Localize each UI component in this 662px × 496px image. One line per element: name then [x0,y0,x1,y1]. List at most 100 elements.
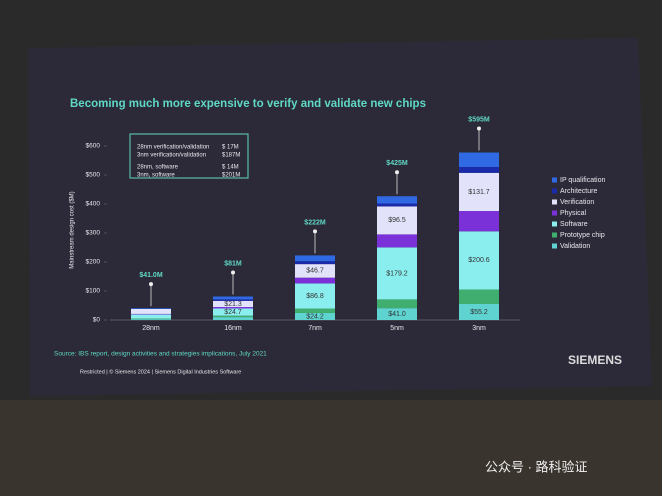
bar-segment [213,315,253,318]
bar-segment [295,312,335,320]
legend-swatch [552,188,557,194]
total-label: $81M [224,260,242,267]
bar-segment [295,283,335,309]
bar-segment [213,317,253,320]
legend-label: Prototype chip [560,232,605,239]
total-pin-head [231,270,235,275]
legend-label: IP qualification [560,177,606,184]
legend-label: Verification [560,199,594,206]
bar-segment [295,261,335,265]
inset-value: $187M [222,153,240,159]
total-pin-head [149,282,153,287]
inset-label: 3nm verification/validation [137,153,206,159]
x-tick-label: 7nm [308,325,322,332]
watermark: 公众号 · 路科验证 [485,459,588,474]
bar-segment [213,307,253,309]
bar-segment [131,308,171,309]
inset-label: 28nm, software [137,165,179,171]
y-tick-label: $300 [86,230,101,237]
total-label: $222M [304,219,326,226]
bar-segment [377,234,417,248]
legend-label: Physical [560,210,587,217]
data-label: $41.0 [388,311,406,318]
bar-segment [377,196,417,204]
y-tick-label: $400 [86,201,101,208]
wall [0,400,662,496]
bar-segment [377,206,417,235]
bar-segment [377,203,417,207]
legend-label: Architecture [560,188,597,195]
legend-label: Validation [560,243,590,250]
x-tick-label: 16nm [224,325,242,332]
data-label: $24.2 [306,313,324,320]
bar-segment [295,277,335,284]
y-tick-label: $200 [86,259,101,266]
total-label: $425M [386,160,408,167]
y-tick-label: $100 [86,288,101,295]
total-label: $595M [468,116,490,123]
bar-segment [459,231,499,290]
x-tick-label: 3nm [472,325,486,332]
y-tick-label: $600 [86,143,101,150]
total-pin-head [395,170,399,175]
footer: Restricted | © Siemens 2024 | Siemens Di… [80,368,241,375]
data-label: $86.8 [306,293,324,300]
legend-swatch [552,243,557,249]
bar-segment [377,308,417,320]
data-label: $200.6 [468,257,490,264]
bar-segment [131,314,171,319]
inset-value: $ 17M [222,145,239,151]
bar-segment [459,172,499,212]
inset-value: $201M [222,173,240,179]
bar-segment [377,299,417,309]
total-label: $41.0M [139,272,163,279]
source: Source: IBS report, design activities an… [54,351,267,358]
inset-box [129,133,249,179]
total-pin-head [477,126,481,131]
data-label: $46.7 [306,268,324,275]
bar-segment [213,299,253,301]
inset-label: 28nm verification/validation [137,145,209,151]
y-tick-label: $0 [93,317,101,324]
data-label: $21.3 [224,301,242,308]
bar-segment [459,152,499,168]
y-axis-label: Mainstream design cost ($M) [70,191,76,268]
inset-label: 3nm, software [137,173,175,179]
y-tick-label: $500 [86,172,101,179]
bar-segment [213,308,253,316]
bar-segment [295,308,335,313]
bar-segment [459,303,499,320]
logo: SIEMENS [568,353,622,367]
chart-title: Becoming much more expensive to verify a… [70,98,426,110]
legend-swatch [552,232,557,238]
legend-swatch [552,199,557,205]
legend-swatch [552,177,557,183]
bar-segment [459,289,499,304]
bar-segment [459,167,499,173]
bar-segment [377,247,417,300]
data-label: $24.7 [224,309,242,316]
total-pin-head [313,229,317,234]
bar-segment [131,319,171,320]
inset-value: $ 14M [222,165,239,171]
data-label: $179.2 [386,270,408,277]
data-label: $96.5 [388,217,406,224]
x-tick-label: 28nm [142,325,160,332]
legend-label: Software [560,221,588,228]
bar-segment [295,255,335,262]
bar-segment [213,300,253,308]
bar-segment [459,211,499,232]
legend-swatch [552,210,557,216]
bar-segment [213,296,253,300]
data-label: $55.2 [470,309,488,316]
bar-segment [131,313,171,315]
data-label: $131.7 [468,189,490,196]
legend-swatch [552,221,557,227]
slide [28,38,652,396]
bar-segment [295,264,335,278]
x-tick-label: 5nm [390,325,404,332]
bar-segment [131,318,171,320]
bar-segment [131,308,171,314]
